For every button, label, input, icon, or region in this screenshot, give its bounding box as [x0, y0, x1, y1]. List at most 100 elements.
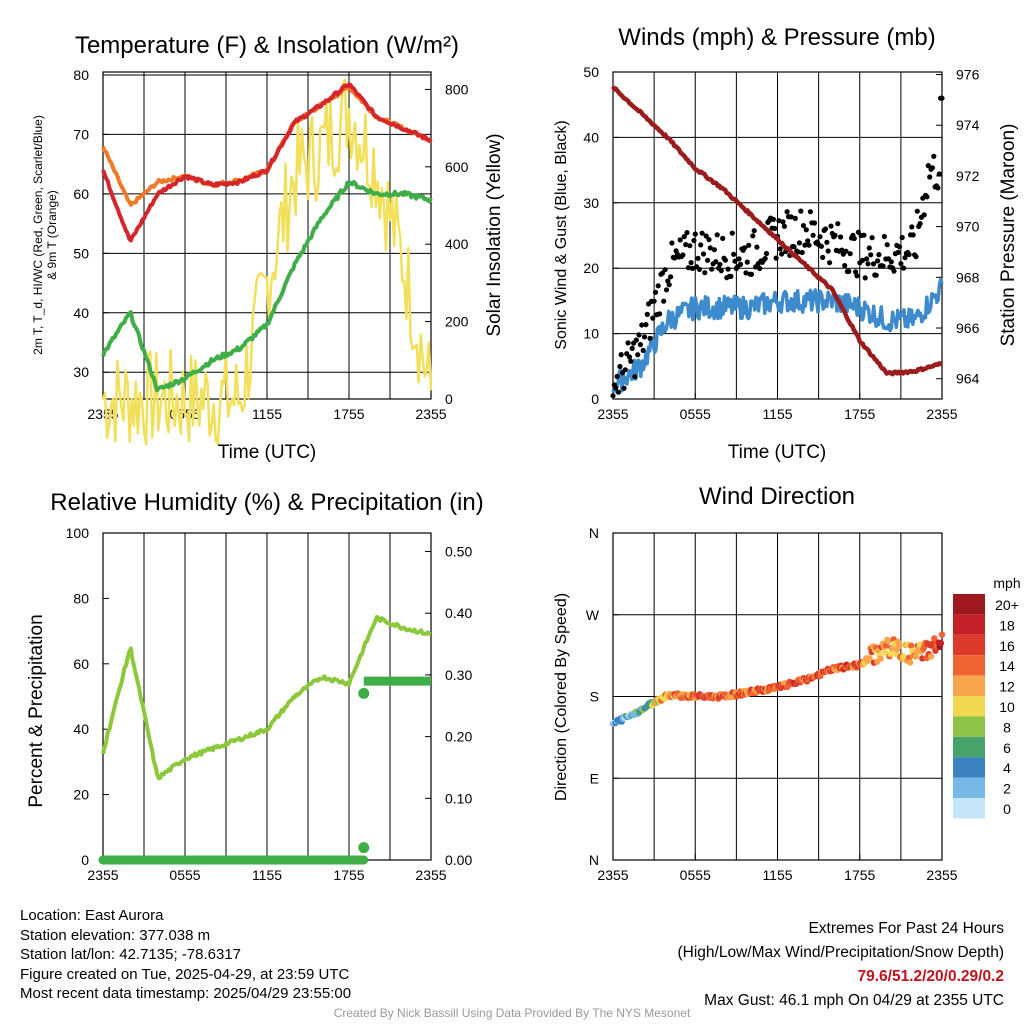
temperature-y-axis-label: 2m T, T_d, HI/WC (Red, Green, Scarlet/Bl…: [31, 115, 45, 355]
gust-point: [711, 247, 718, 253]
temp-ytick-label-right: 0: [445, 391, 453, 407]
dir-xtick-label: 2355: [597, 867, 628, 883]
gust-point: [895, 249, 901, 255]
temp-xtick-label: 1755: [333, 406, 364, 422]
legend-swatch: [953, 634, 985, 656]
wind-ytick-label-right: 970: [956, 219, 980, 235]
gust-point: [720, 235, 726, 241]
direction-point: [938, 631, 946, 638]
dir-plot-frame: [612, 532, 943, 861]
gust-point: [628, 358, 634, 364]
rh-ytick-label-left: 60: [73, 656, 89, 672]
pressure-y-axis-label: Station Pressure (Maroon): [998, 124, 1019, 347]
gust-point: [888, 259, 894, 265]
legend-swatch: [953, 696, 985, 717]
direction-point: [931, 635, 938, 642]
legend-label: 2: [1003, 781, 1011, 797]
gust-point: [866, 245, 872, 251]
wind-ytick-label-right: 976: [956, 67, 980, 83]
gust-point: [796, 240, 803, 246]
extremes-values: 79.6/51.2/20/0.29/0.2: [857, 968, 1004, 985]
gust-point: [632, 374, 638, 380]
gust-point: [843, 248, 849, 254]
wind-xtick-label: 1755: [844, 406, 875, 422]
gust-point: [703, 233, 709, 239]
gust-point: [777, 246, 783, 252]
dir-ytick-label-left: N: [589, 852, 599, 868]
gust-point: [770, 216, 777, 222]
rh-ytick-label-right: 0.50: [445, 544, 472, 560]
gust-point: [669, 240, 675, 246]
gust-point: [935, 185, 941, 191]
wind-plot-frame: [612, 71, 943, 400]
gust-point: [707, 245, 713, 251]
gust-point: [817, 234, 823, 240]
temp-ytick-label-left: 50: [73, 245, 89, 261]
wind-ytick-label-left: 10: [583, 326, 599, 342]
gust-point: [859, 257, 866, 263]
gust-point: [662, 267, 668, 273]
gust-point: [695, 255, 701, 261]
station-info: Location: East Aurora Station elevation:…: [20, 906, 351, 1004]
gust-point: [798, 208, 804, 214]
gust-point: [691, 237, 697, 244]
gust-point: [636, 332, 642, 338]
dir-xtick-label: 1155: [762, 867, 792, 883]
gust-point: [811, 220, 818, 226]
dir-ytick-label-left: N: [589, 525, 599, 541]
temp-ytick-label-right: 800: [445, 81, 469, 97]
legend-swatch: [953, 757, 985, 778]
direction-point: [877, 655, 884, 662]
precip-point: [358, 842, 370, 854]
gust-point: [917, 221, 923, 227]
gust-point: [641, 334, 648, 340]
wind-xtick-label: 2355: [597, 406, 628, 422]
gust-point: [754, 244, 760, 250]
gust-point: [610, 393, 616, 399]
gust-point: [839, 247, 845, 253]
gust-point: [750, 233, 756, 239]
gust-point: [743, 270, 749, 276]
gust-point: [818, 243, 825, 249]
dewpoint-line: [101, 180, 433, 393]
rh-ytick-label-left: 80: [73, 590, 89, 606]
gust-point: [870, 261, 877, 267]
gust-point: [680, 252, 686, 258]
dir-ytick-label-left: W: [586, 607, 600, 623]
rh-xtick-label: 1755: [333, 867, 364, 883]
rh-xtick-label: 1155: [252, 867, 282, 883]
gust-point: [729, 230, 735, 236]
direction-point: [885, 637, 892, 645]
gust-point: [881, 233, 888, 240]
direction-point: [866, 655, 873, 662]
wind-ytick-label-left: 30: [583, 195, 599, 211]
gust-point: [802, 242, 808, 248]
gust-point: [792, 215, 798, 221]
gust-point: [718, 268, 724, 274]
gust-point: [705, 257, 711, 263]
gust-point: [825, 248, 831, 254]
gust-point: [791, 244, 797, 250]
gust-point: [652, 289, 659, 295]
temperature-y-axis-label-line2: & 9m T (Orange): [45, 190, 59, 280]
gust-point: [748, 271, 755, 277]
gust-point: [751, 228, 757, 234]
direction-point: [908, 642, 915, 649]
wind-ytick-label-right: 966: [956, 320, 980, 336]
gust-point: [639, 322, 645, 328]
wind-ytick-label-right: 964: [956, 371, 980, 387]
temp-ytick-label-left: 70: [73, 126, 89, 142]
gust-point: [846, 268, 852, 274]
gust-point: [714, 232, 720, 238]
rh-ytick-label-right: 0.30: [445, 667, 472, 683]
gust-point: [865, 261, 871, 267]
wind-ytick-label-left: 20: [583, 260, 599, 276]
created-text: Figure created on Tue, 2025-04-29, at 23…: [20, 965, 350, 983]
gust-point: [713, 259, 719, 265]
pressure-line: [611, 85, 943, 377]
gust-point: [633, 337, 639, 343]
gust-point: [692, 231, 698, 237]
gust-point: [635, 352, 641, 358]
direction-point: [927, 653, 935, 660]
